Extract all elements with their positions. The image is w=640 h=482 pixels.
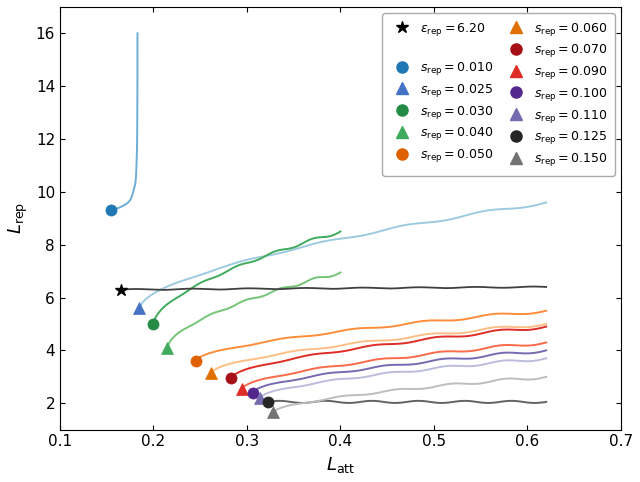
- Legend: $\varepsilon_{\mathrm{rep}} = 6.20$, , $s_{\mathrm{rep}} = 0.010$, $s_{\mathrm{r: $\varepsilon_{\mathrm{rep}} = 6.20$, , $…: [382, 13, 615, 176]
- X-axis label: $L_{\mathrm{att}}$: $L_{\mathrm{att}}$: [326, 455, 355, 475]
- Y-axis label: $L_{\mathrm{rep}}$: $L_{\mathrm{rep}}$: [7, 202, 30, 234]
